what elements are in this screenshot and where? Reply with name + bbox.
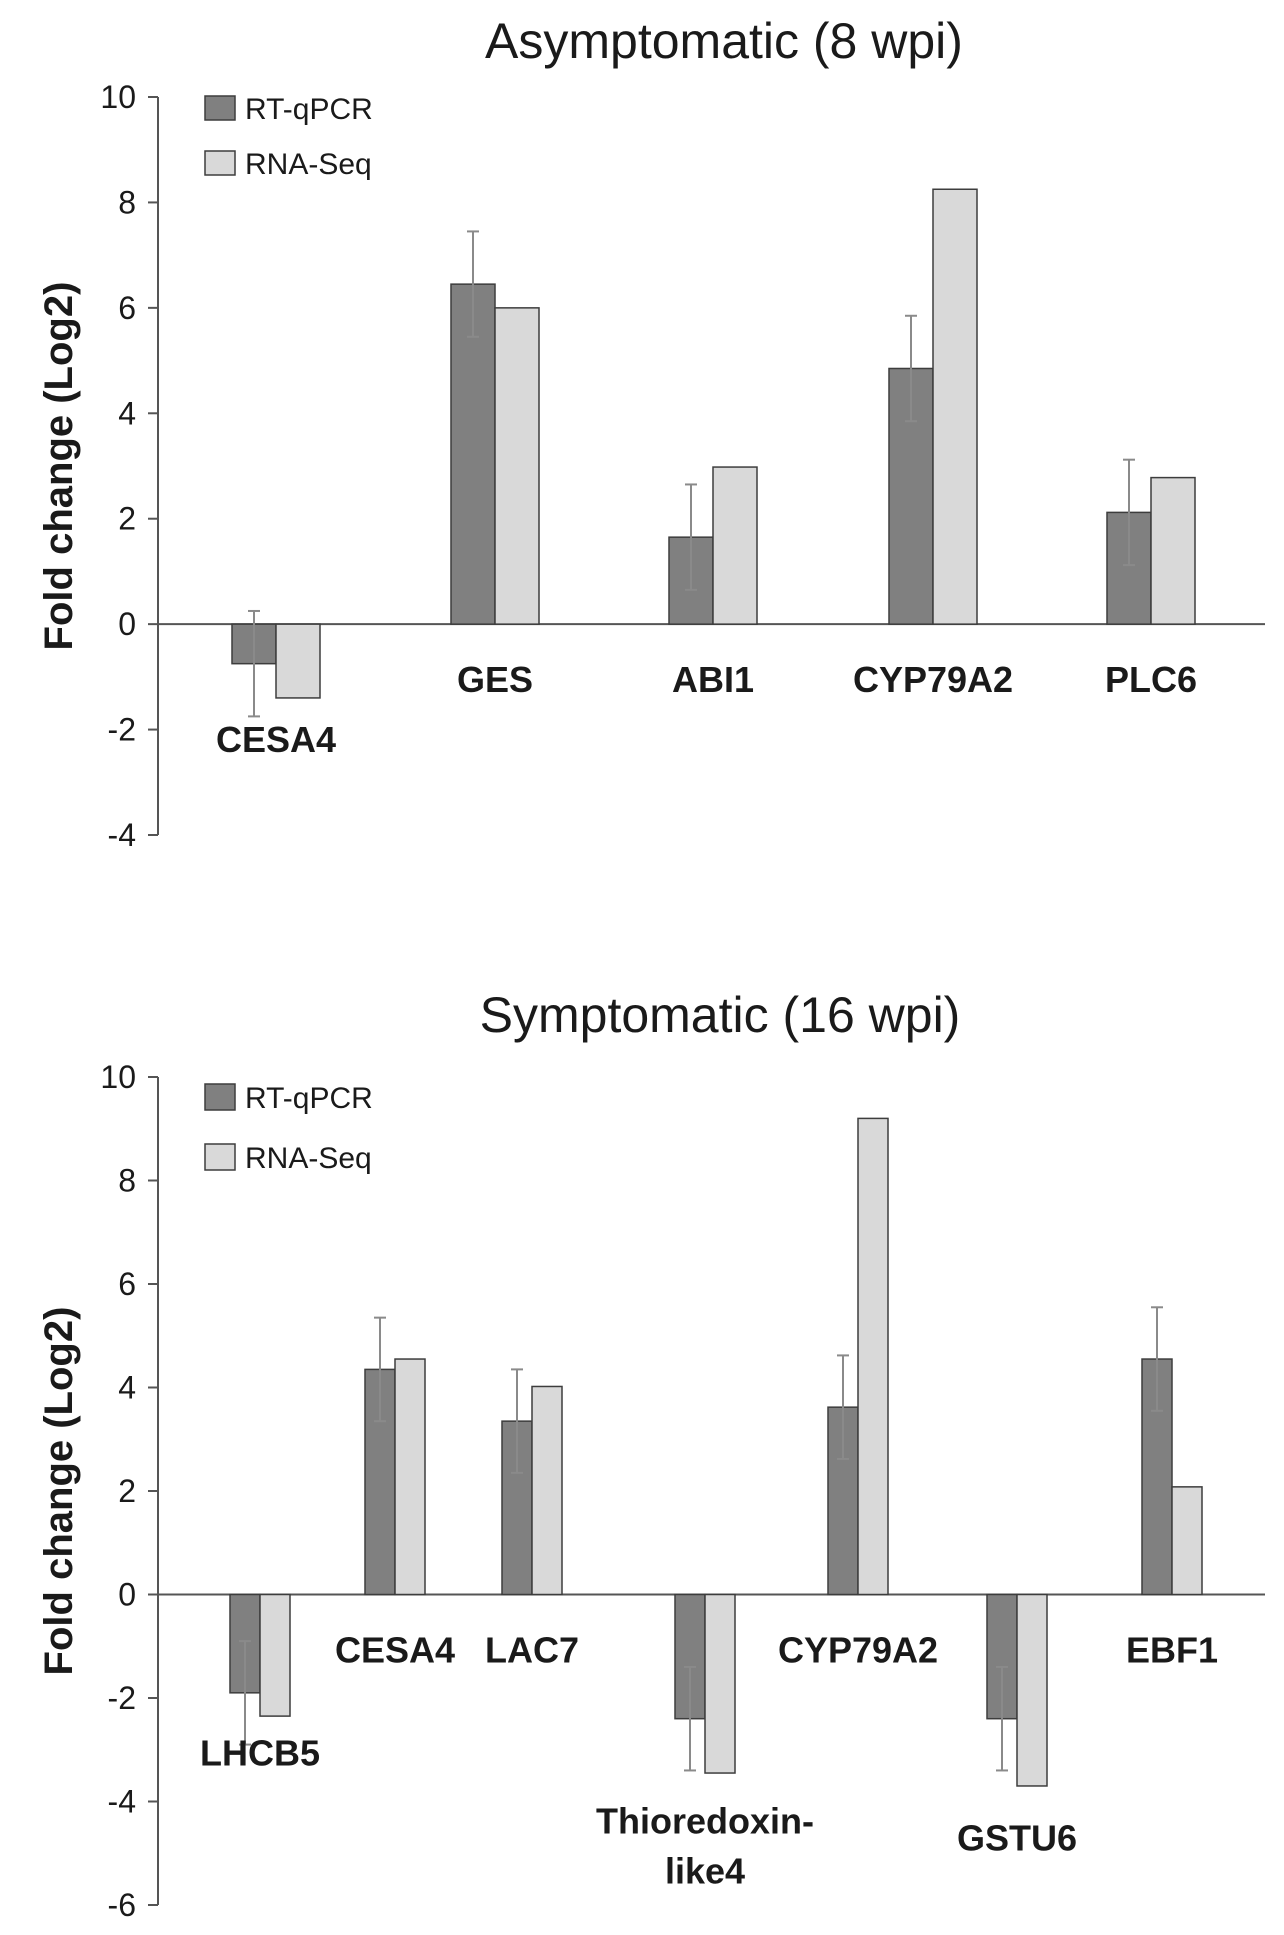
- category-label: CYP79A2: [853, 659, 1013, 700]
- y-tick-label: 4: [118, 395, 136, 431]
- y-tick-label: -2: [108, 1680, 136, 1716]
- legend-swatch-rt-qpcr: [204, 95, 236, 121]
- legend-label-rna-seq: RNA-Seq: [245, 1142, 372, 1175]
- y-tick-label: -2: [108, 712, 136, 748]
- legend-label-rt-qpcr: RT-qPCR: [245, 93, 373, 126]
- category-label: LAC7: [485, 1630, 579, 1671]
- y-tick-label: -6: [108, 1887, 136, 1923]
- chart-symptomatic: Symptomatic (16 wpi) Fold change (Log2) -6…: [37, 987, 1265, 1923]
- y-tick-label: 0: [118, 606, 136, 642]
- bar-rna-seq: [857, 1117, 889, 1596]
- category-label: EBF1: [1126, 1630, 1218, 1671]
- bar-rna-seq: [932, 188, 978, 625]
- legend-swatch-rt-qpcr: [204, 1083, 236, 1111]
- category-label: LHCB5: [200, 1732, 320, 1773]
- y-tick-label: 10: [100, 79, 136, 115]
- legend-swatch-rna-seq: [204, 1143, 236, 1171]
- bar-rna-seq: [704, 1593, 736, 1774]
- category-label: PLC6: [1105, 659, 1197, 700]
- y-tick-label: 6: [118, 290, 136, 326]
- y-tick-label: 10: [100, 1059, 136, 1095]
- bar-rna-seq: [259, 1593, 291, 1717]
- chart-asymptomatic: Asymptomatic (8 wpi) Fold change (Log2) -4…: [37, 13, 1265, 853]
- bar-rna-seq: [712, 466, 758, 625]
- category-label: CESA4: [216, 719, 336, 760]
- category-label: CYP79A2: [778, 1630, 938, 1671]
- bar-rna-seq: [275, 623, 321, 699]
- chart-title: Symptomatic (16 wpi): [480, 987, 961, 1043]
- y-tick-label: -4: [108, 817, 136, 853]
- y-axis-label: Fold change (Log2): [37, 1307, 81, 1676]
- bar-rna-seq: [394, 1358, 426, 1596]
- legend-label-rna-seq: RNA-Seq: [245, 148, 372, 181]
- category-label: GES: [457, 659, 533, 700]
- category-label: CESA4: [335, 1630, 455, 1671]
- chart-title: Asymptomatic (8 wpi): [485, 13, 963, 69]
- legend-swatch-rna-seq: [204, 150, 236, 176]
- bar-rna-seq: [1016, 1593, 1048, 1787]
- y-axis-label: Fold change (Log2): [37, 282, 81, 651]
- y-tick-label: 2: [118, 1473, 136, 1509]
- bar-rna-seq: [1171, 1486, 1203, 1596]
- y-tick-label: 8: [118, 184, 136, 220]
- category-label: ABI1: [672, 659, 754, 700]
- y-tick-label: -4: [108, 1784, 136, 1820]
- y-tick-label: 4: [118, 1370, 136, 1406]
- y-tick-label: 8: [118, 1163, 136, 1199]
- y-tick-label: 0: [118, 1577, 136, 1613]
- bar-rt-qpcr: [450, 283, 496, 625]
- y-tick-label: 2: [118, 501, 136, 537]
- legend-label-rt-qpcr: RT-qPCR: [245, 1082, 373, 1115]
- bar-rna-seq: [494, 307, 540, 625]
- bar-rna-seq: [1150, 476, 1196, 625]
- bar-rna-seq: [531, 1385, 563, 1596]
- category-label: GSTU6: [957, 1818, 1077, 1859]
- category-label: Thioredoxin-like4: [596, 1801, 814, 1892]
- y-tick-label: 6: [118, 1266, 136, 1302]
